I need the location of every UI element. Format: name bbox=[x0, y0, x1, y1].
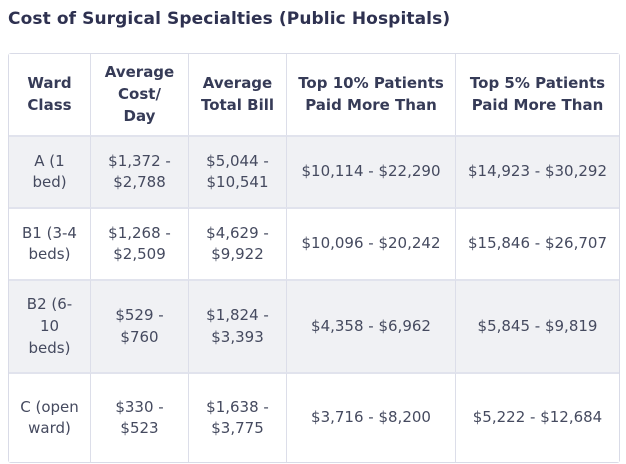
cell-ward-class: B1 (3-4 beds) bbox=[9, 207, 91, 280]
table-row-ward-c: C (open ward) $330 - $523 $1,638 - $3,77… bbox=[9, 372, 619, 463]
col-header-avg-cost-day: Average Cost/ Day bbox=[91, 54, 189, 136]
col-header-top-5-percent: Top 5% Patients Paid More Than bbox=[456, 54, 619, 136]
cell-avg-cost-day: $1,268 - $2,509 bbox=[91, 207, 189, 280]
cell-top-10-percent: $10,114 - $22,290 bbox=[287, 135, 456, 208]
cell-top-10-percent: $10,096 - $20,242 bbox=[287, 207, 456, 280]
table-row-ward-a: A (1 bed) $1,372 - $2,788 $5,044 - $10,5… bbox=[9, 135, 619, 208]
cell-top-10-percent: $4,358 - $6,962 bbox=[287, 279, 456, 373]
cell-avg-total-bill: $1,824 - $3,393 bbox=[189, 279, 287, 373]
cell-ward-class: B2 (6-10 beds) bbox=[9, 279, 91, 373]
cell-avg-cost-day: $330 - $523 bbox=[91, 372, 189, 463]
cell-avg-total-bill: $4,629 - $9,922 bbox=[189, 207, 287, 280]
cell-ward-class: C (open ward) bbox=[9, 372, 91, 463]
cell-top-5-percent: $15,846 - $26,707 bbox=[456, 207, 619, 280]
col-header-ward-class: Ward Class bbox=[9, 54, 91, 136]
cost-table: Ward Class Average Cost/ Day Average Tot… bbox=[8, 53, 620, 464]
cell-avg-cost-day: $529 - $760 bbox=[91, 279, 189, 373]
table-header-row: Ward Class Average Cost/ Day Average Tot… bbox=[9, 54, 619, 136]
cell-top-5-percent: $5,222 - $12,684 bbox=[456, 372, 619, 463]
page-title: Cost of Surgical Specialties (Public Hos… bbox=[8, 9, 451, 29]
col-header-top-10-percent: Top 10% Patients Paid More Than bbox=[287, 54, 456, 136]
cell-avg-total-bill: $1,638 - $3,775 bbox=[189, 372, 287, 463]
cell-top-5-percent: $14,923 - $30,292 bbox=[456, 135, 619, 208]
cell-top-5-percent: $5,845 - $9,819 bbox=[456, 279, 619, 373]
cell-avg-total-bill: $5,044 - $10,541 bbox=[189, 135, 287, 208]
cell-ward-class: A (1 bed) bbox=[9, 135, 91, 208]
col-header-avg-total-bill: Average Total Bill bbox=[189, 54, 287, 136]
cell-avg-cost-day: $1,372 - $2,788 bbox=[91, 135, 189, 208]
cell-top-10-percent: $3,716 - $8,200 bbox=[287, 372, 456, 463]
table-row-ward-b2: B2 (6-10 beds) $529 - $760 $1,824 - $3,3… bbox=[9, 279, 619, 373]
table-row-ward-b1: B1 (3-4 beds) $1,268 - $2,509 $4,629 - $… bbox=[9, 207, 619, 280]
